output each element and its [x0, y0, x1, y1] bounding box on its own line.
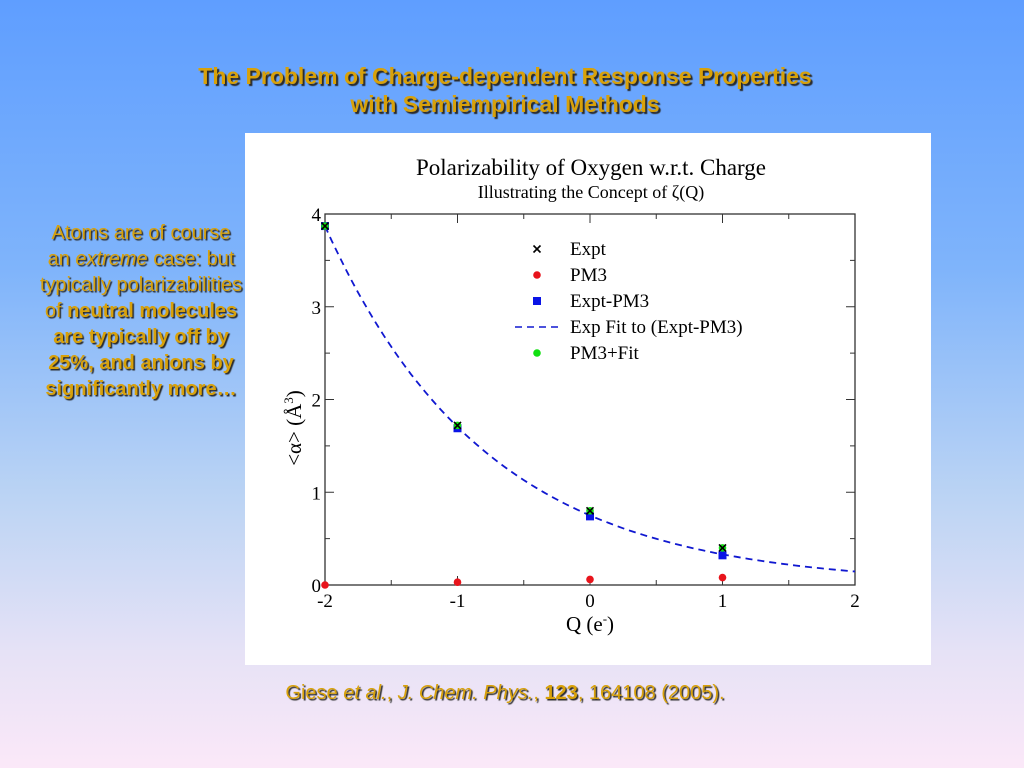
- x-stroke: [320, 221, 330, 231]
- y-axis-label: <α> (Å3): [281, 390, 306, 466]
- citation-journal: J. Chem. Phys.: [397, 682, 534, 704]
- x-tick-label: 0: [585, 591, 595, 612]
- chart-title: Polarizability of Oxygen w.r.t. Charge: [416, 155, 766, 180]
- x-stroke: [585, 506, 595, 515]
- expt-point: [453, 421, 462, 430]
- y-tick-label: 2: [312, 391, 322, 412]
- side-note-part2: case:: [147, 248, 202, 270]
- x-tick-label: -1: [450, 591, 466, 612]
- x-axis-label-sup: -: [603, 611, 607, 626]
- legend-label: Expt: [570, 239, 607, 260]
- expt-pm3-point: [586, 512, 594, 521]
- citation: Giese et al., J. Chem. Phys., 123, 16410…: [0, 682, 1010, 705]
- data-marks: [320, 221, 727, 589]
- slide-title-line1: The Problem of Charge-dependent Response…: [198, 63, 812, 89]
- legend-marker-icon: [532, 244, 542, 254]
- chart-subtitle: Illustrating the Concept of ζ(Q): [478, 182, 704, 203]
- y-axis-label-close: ): [282, 390, 306, 397]
- legend-marker-icon: [533, 349, 541, 357]
- x-axis-label-main: Q (e: [566, 612, 603, 636]
- x-tick-label: 1: [718, 591, 728, 612]
- y-axis-label-main: <α> (Å: [282, 403, 306, 466]
- x-stroke: [532, 244, 542, 254]
- legend-expt: Expt: [532, 239, 607, 260]
- legend-label: PM3+Fit: [570, 343, 640, 364]
- pm3-point: [718, 573, 727, 582]
- expt-pm3-point: [718, 551, 727, 560]
- legend: Expt PM3 Expt-PM3 Exp Fit to (Expt-PM3) PM3+…: [515, 239, 743, 364]
- legend-marker-icon: [533, 271, 541, 279]
- y-tick-label: 0: [312, 576, 322, 597]
- side-note-part1: Atoms are of course an: [47, 222, 231, 270]
- axes: -2 -1 0 1 2 0 1 2 3 4: [312, 205, 860, 612]
- x-stroke: [718, 543, 727, 552]
- y-tick-label: 1: [312, 483, 322, 504]
- citation-author: Giese: [285, 682, 344, 704]
- legend-pm3-fit: PM3+Fit: [533, 343, 640, 364]
- x-axis-label: Q (e-): [566, 611, 614, 636]
- expt-point: [320, 221, 330, 231]
- legend-pm3: PM3: [533, 265, 607, 286]
- pm3-point: [453, 578, 462, 587]
- citation-etal: et al.: [343, 682, 387, 704]
- side-note-italic: extreme: [75, 248, 148, 270]
- x-tick-label: -2: [317, 591, 333, 612]
- legend-marker-icon: [533, 297, 541, 305]
- chart-panel: Polarizability of Oxygen w.r.t. Charge I…: [245, 133, 931, 665]
- x-tick-label: 2: [850, 591, 860, 612]
- side-note-bold: neutral molecules are typically off by 2…: [45, 300, 238, 400]
- slide-title: The Problem of Charge-dependent Response…: [0, 62, 1010, 118]
- expt-point: [585, 506, 595, 515]
- y-tick-label: 3: [312, 298, 322, 319]
- chart: Polarizability of Oxygen w.r.t. Charge I…: [281, 155, 860, 636]
- side-note-part3: but typically polarizabilities of: [39, 248, 243, 322]
- y-tick-label: 4: [312, 205, 322, 226]
- x-axis-label-close: ): [607, 612, 614, 636]
- legend-exp-fit-to-expt-pm3-: Exp Fit to (Expt-PM3): [515, 317, 743, 338]
- pm3-point: [586, 575, 594, 584]
- citation-rest: , 164108 (2005).: [577, 682, 725, 704]
- legend-label: Exp Fit to (Expt-PM3): [570, 317, 743, 338]
- legend-label: Expt-PM3: [570, 291, 649, 312]
- citation-sep1: ,: [386, 682, 398, 704]
- citation-sep2: ,: [533, 682, 545, 704]
- expt-point: [718, 543, 727, 552]
- citation-volume: 123: [544, 682, 578, 704]
- pm3-point: [321, 581, 329, 589]
- y-axis-label-sup: 3: [281, 397, 296, 404]
- x-stroke: [453, 421, 462, 430]
- side-note: Atoms are of course an extreme case: but…: [38, 220, 244, 402]
- legend-label: PM3: [570, 265, 607, 286]
- slide-title-line2: with Semiempirical Methods: [350, 91, 660, 117]
- legend-expt-pm3: Expt-PM3: [533, 291, 649, 312]
